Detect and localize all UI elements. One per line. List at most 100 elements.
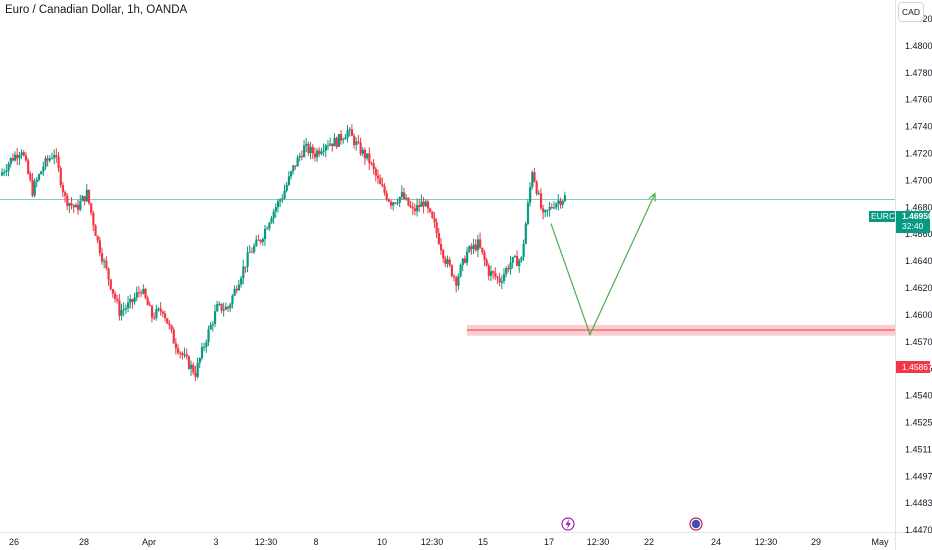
time-tick-label: 10: [377, 537, 387, 547]
time-axis[interactable]: 26 28 Apr 3 12:30 8 10 12:30 15 17 12:30 22 24 12:30 2…: [9, 537, 889, 547]
candle-body: [233, 288, 236, 296]
candle-body: [305, 143, 308, 146]
candle-body: [216, 304, 219, 312]
candle-body: [157, 308, 160, 310]
candle-body: [72, 205, 75, 208]
candle-body: [198, 358, 201, 363]
candle-body: [140, 292, 143, 294]
projection-layer: [550, 192, 656, 337]
candle-body: [502, 274, 506, 281]
candle-body: [396, 202, 399, 204]
candle-body: [557, 200, 560, 204]
price-tag-countdown: 32:40: [902, 221, 924, 231]
candle-body: [411, 206, 414, 209]
candle-body: [261, 239, 264, 243]
candle-body: [340, 134, 343, 141]
price-tick-label: 1.45700: [905, 337, 932, 347]
candle-body: [161, 311, 165, 314]
candle-body: [333, 137, 336, 147]
candle-body: [563, 195, 567, 202]
candle-body: [159, 308, 162, 312]
candle-body: [357, 141, 360, 143]
candle-body: [246, 252, 249, 267]
candles-layer[interactable]: [1, 124, 567, 382]
candle-body: [405, 197, 408, 200]
candle-body: [220, 303, 223, 311]
candle-body: [33, 181, 36, 196]
candle-body: [313, 153, 317, 158]
candle-body: [90, 203, 93, 213]
candle-body: [18, 155, 21, 159]
candle-body: [518, 260, 521, 266]
candle-body: [263, 228, 267, 240]
candle-body: [403, 192, 406, 200]
price-tag-value: [896, 211, 930, 233]
event-icons[interactable]: [561, 517, 703, 531]
candle-body: [174, 343, 178, 349]
time-tick-label: 12:30: [587, 537, 610, 547]
candle-body: [429, 208, 432, 212]
candle-body: [237, 284, 241, 291]
candle-body: [64, 192, 67, 196]
currency-button[interactable]: CAD: [898, 2, 924, 22]
flag-icon[interactable]: [689, 517, 703, 531]
candle-body: [150, 305, 154, 318]
candle-body: [542, 208, 545, 213]
candle-body: [172, 329, 175, 344]
candle-body: [546, 209, 549, 211]
candle-body: [353, 135, 356, 145]
lightning-icon[interactable]: [561, 517, 575, 531]
candle-body: [29, 173, 32, 180]
support-zone-layer: [467, 324, 895, 336]
chart-title: Euro / Canadian Dollar, 1h, OANDA: [5, 4, 188, 16]
time-tick-label: 26: [9, 537, 19, 547]
candle-body: [229, 304, 232, 309]
price-tick-label: 1.44700: [905, 525, 932, 535]
candle-body: [309, 146, 312, 154]
candle-body: [248, 251, 251, 253]
price-tick-label: 1.45400: [905, 391, 932, 401]
candle-body: [96, 236, 99, 241]
price-tick-label: 1.46200: [905, 283, 932, 293]
candle-body: [16, 154, 19, 159]
candle-body: [420, 201, 423, 207]
candle-body: [190, 364, 193, 369]
price-tick-label: 1.46600: [905, 229, 932, 239]
candle-body: [31, 179, 34, 196]
candle-body: [40, 171, 43, 175]
candle-body: [281, 198, 284, 200]
candle-body: [66, 195, 69, 206]
candle-body: [192, 364, 195, 373]
projection-path[interactable]: [550, 193, 656, 337]
candle-body: [392, 202, 395, 206]
candle-body: [539, 193, 543, 209]
candle-body: [253, 245, 256, 252]
candle-body: [114, 293, 117, 299]
candle-body: [137, 292, 141, 294]
candle-body: [74, 204, 78, 208]
candle-body: [105, 260, 108, 269]
candle-body: [479, 239, 482, 248]
time-tick-label: May: [871, 537, 889, 547]
candle-body: [227, 306, 230, 309]
price-tick-label: 1.47600: [905, 95, 932, 105]
candle-body: [561, 201, 564, 205]
candle-body: [439, 243, 443, 251]
candle-body: [526, 202, 530, 224]
candle-body: [296, 157, 299, 167]
candle-body: [335, 137, 338, 147]
candle-body: [418, 204, 421, 207]
candle-body: [87, 189, 91, 204]
candle-body: [326, 145, 330, 147]
candle-body: [213, 311, 217, 324]
candle-body: [487, 265, 490, 276]
candle-body: [516, 256, 519, 266]
time-tick-label: 3: [213, 537, 218, 547]
candle-body: [344, 137, 347, 140]
candle-body: [209, 324, 212, 330]
price-tick-label: 1.44830: [905, 498, 932, 508]
candle-body: [124, 308, 128, 310]
candle-body: [303, 145, 306, 158]
candle-body: [111, 289, 115, 294]
